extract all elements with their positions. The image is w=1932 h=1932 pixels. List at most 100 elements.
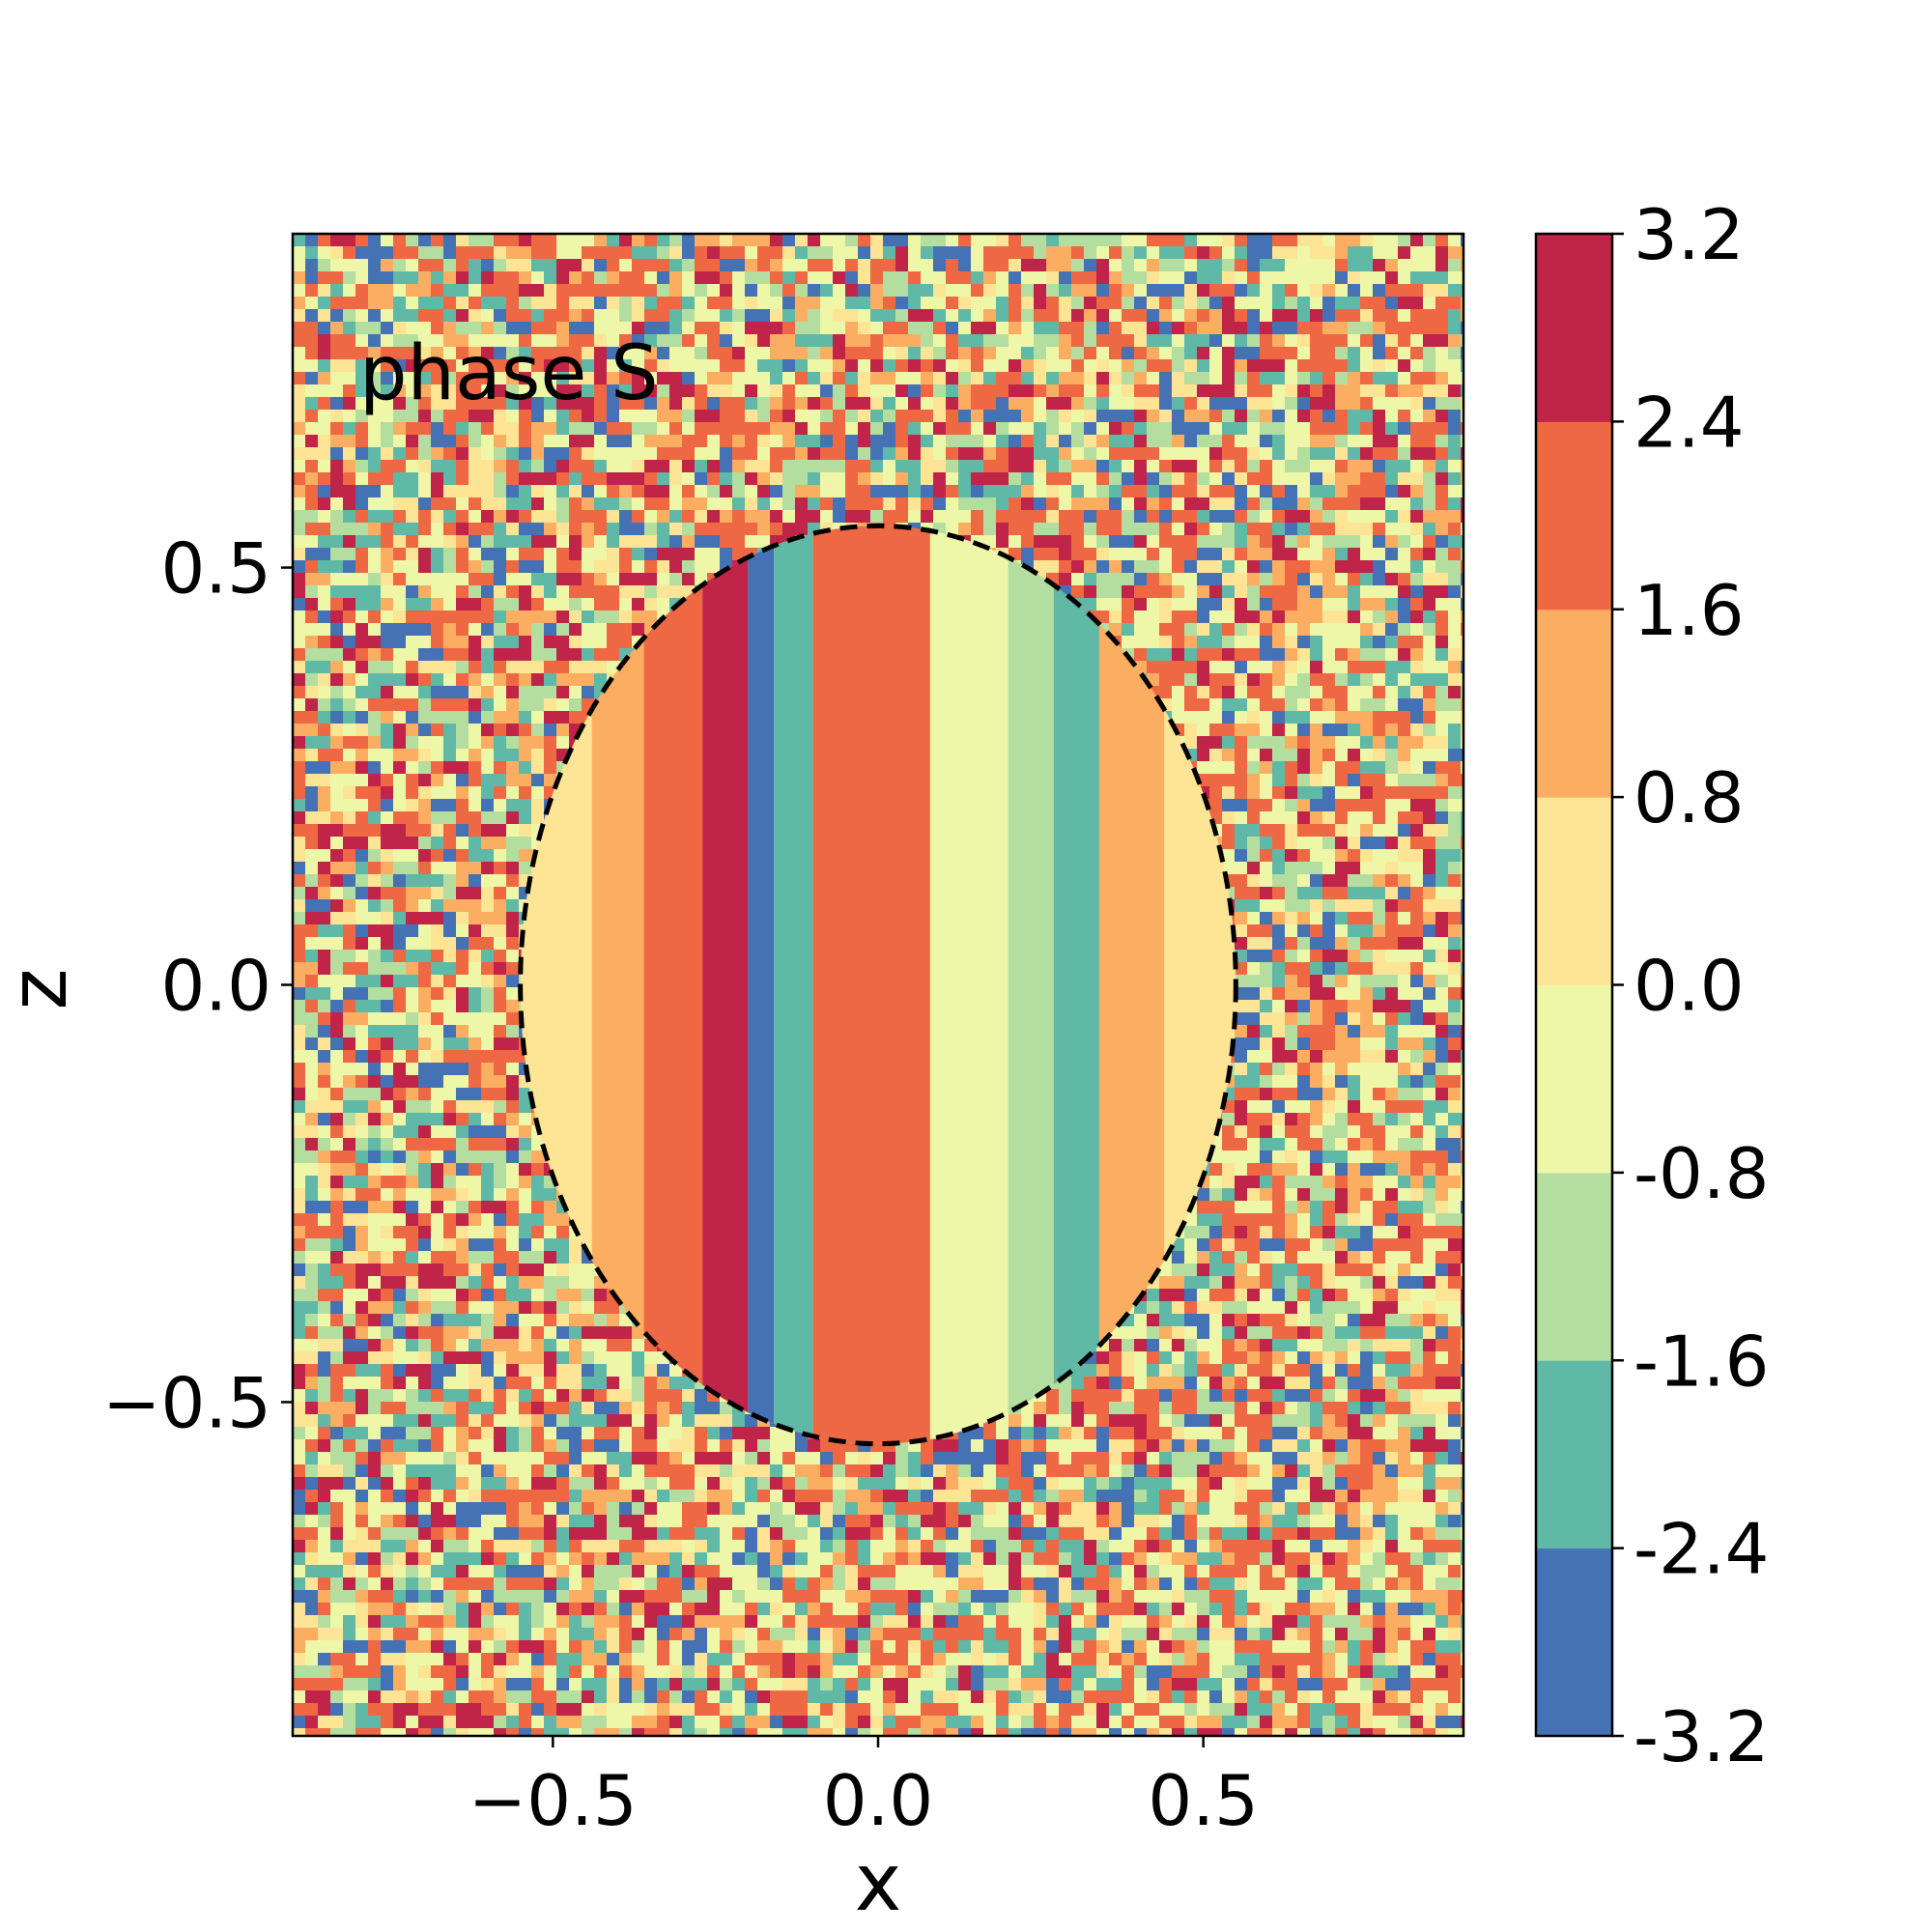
- noise-cell: [594, 497, 619, 510]
- noise-cell: [594, 359, 607, 372]
- noise-cell: [1448, 786, 1463, 799]
- noise-cell: [1096, 284, 1109, 297]
- noise-cell: [1285, 422, 1310, 435]
- noise-cell: [494, 724, 506, 736]
- noise-cell: [381, 686, 393, 698]
- noise-cell: [569, 410, 582, 422]
- noise-cell: [1423, 447, 1435, 460]
- noise-cell: [958, 347, 971, 359]
- noise-cell: [1310, 1100, 1322, 1113]
- noise-cell: [1084, 246, 1096, 259]
- noise-cell: [707, 334, 720, 347]
- noise-cell: [1197, 523, 1209, 535]
- noise-cell: [1122, 472, 1134, 485]
- noise-cell: [1222, 673, 1235, 686]
- noise-cell: [745, 447, 757, 460]
- noise-cell: [1034, 472, 1046, 497]
- noise-cell: [456, 435, 469, 447]
- noise-cell: [1297, 1000, 1310, 1012]
- noise-cell: [305, 435, 318, 447]
- noise-cell: [1021, 271, 1046, 284]
- noise-cell: [607, 397, 619, 410]
- noise-cell: [519, 372, 531, 384]
- noise-cell: [481, 950, 494, 962]
- noise-cell: [1461, 611, 1463, 623]
- noise-cell: [506, 636, 519, 648]
- noise-cell: [469, 246, 494, 259]
- noise-cell: [556, 698, 569, 711]
- noise-cell: [456, 359, 469, 372]
- noise-cell: [469, 724, 481, 736]
- noise-cell: [456, 937, 469, 950]
- noise-cell: [1159, 447, 1184, 460]
- noise-cell: [632, 259, 644, 271]
- noise-cell: [695, 560, 720, 573]
- noise-cell: [858, 485, 870, 497]
- noise-cell: [418, 1151, 431, 1163]
- noise-cell: [343, 347, 368, 359]
- noise-cell: [1360, 623, 1373, 636]
- noise-cell: [682, 510, 695, 523]
- noise-cell: [305, 824, 318, 849]
- noise-cell: [556, 384, 582, 410]
- noise-cell: [895, 297, 908, 309]
- noise-cell: [355, 535, 381, 548]
- noise-cell: [1410, 1113, 1423, 1125]
- noise-cell: [443, 1151, 456, 1163]
- noise-cell: [1322, 950, 1348, 962]
- noise-cell: [519, 485, 531, 497]
- noise-cell: [418, 648, 443, 661]
- noise-cell: [971, 410, 983, 422]
- noise-cell: [1423, 410, 1435, 422]
- noise-cell: [1410, 497, 1423, 510]
- noise-cell: [795, 334, 808, 347]
- noise-cell: [1461, 384, 1463, 397]
- noise-cell: [594, 510, 607, 523]
- noise-cell: [808, 271, 820, 284]
- noise-cell: [895, 497, 908, 510]
- noise-cell: [506, 736, 519, 749]
- noise-cell: [469, 636, 481, 661]
- noise-cell: [481, 297, 494, 309]
- noise-cell: [1297, 698, 1310, 711]
- noise-cell: [1360, 1100, 1385, 1113]
- noise-cell: [996, 523, 1009, 548]
- noise-cell: [1335, 849, 1348, 862]
- noise-cell: [1122, 372, 1134, 384]
- noise-cell: [1461, 460, 1463, 485]
- noise-cell: [355, 874, 368, 887]
- noise-cell: [845, 497, 870, 510]
- noise-cell: [1398, 585, 1410, 598]
- noise-cell: [1172, 598, 1184, 611]
- noise-cell: [355, 1125, 368, 1138]
- noise-cell: [1122, 585, 1134, 598]
- noise-cell: [1385, 460, 1410, 472]
- noise-cell: [1398, 975, 1410, 987]
- noise-cell: [1448, 937, 1461, 950]
- noise-cell: [481, 384, 494, 397]
- noise-cell: [971, 271, 983, 284]
- noise-cell: [293, 1088, 305, 1100]
- plot-area: [293, 234, 1463, 1736]
- noise-cell: [607, 523, 619, 535]
- noise-cell: [506, 1113, 519, 1125]
- noise-cell: [1435, 1025, 1448, 1037]
- noise-cell: [469, 523, 494, 535]
- noise-cell: [481, 510, 494, 523]
- noise-cell: [1297, 497, 1310, 510]
- noise-cell: [1109, 284, 1122, 309]
- noise-cell: [1385, 661, 1398, 673]
- noise-cell: [1209, 510, 1235, 523]
- noise-cell: [494, 899, 506, 912]
- noise-cell: [1373, 1138, 1385, 1151]
- noise-cell: [833, 460, 845, 472]
- noise-cell: [1423, 485, 1435, 510]
- noise-cell: [996, 297, 1009, 322]
- noise-cell: [632, 372, 644, 384]
- noise-cell: [556, 472, 569, 485]
- noise-cell: [481, 912, 506, 924]
- noise-cell: [1335, 435, 1348, 447]
- noise-cell: [833, 472, 845, 485]
- noise-cell: [406, 711, 418, 724]
- noise-cell: [393, 472, 418, 497]
